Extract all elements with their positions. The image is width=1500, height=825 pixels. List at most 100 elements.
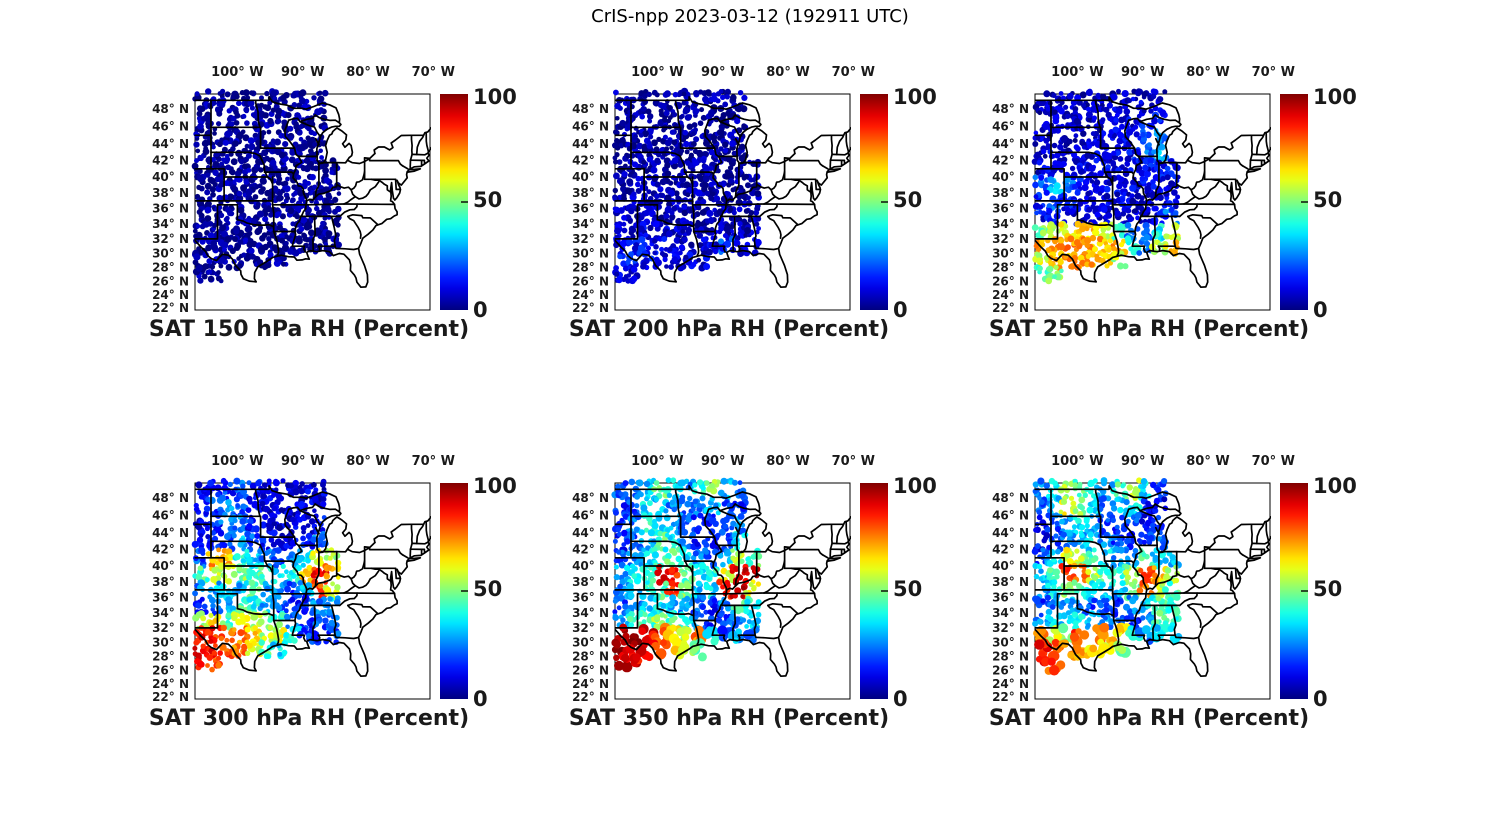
colorbar-tick-label: 0: [893, 687, 908, 711]
lat-tick-label: 38° N: [992, 575, 1029, 589]
colorbar-tick-label: 50: [473, 188, 502, 212]
lon-tick-label: 70° W: [1252, 65, 1295, 80]
map-frame: [194, 93, 431, 311]
lat-tick-label: 42° N: [992, 543, 1029, 557]
lat-tick-label: 28° N: [152, 650, 189, 664]
lon-tick-label: 80° W: [766, 454, 809, 469]
scatter-layer: [191, 477, 342, 673]
rh-map-panel: 100° W 90° W 80° W 70° W 48° N 46° N 44° N 42° …: [970, 438, 1360, 758]
lon-tick-label: 80° W: [766, 65, 809, 80]
panel-title: SAT 150 hPa RH (Percent): [148, 317, 470, 342]
us-state-boundaries: [194, 96, 431, 289]
panel-title: SAT 400 hPa RH (Percent): [988, 706, 1310, 731]
lat-tick-label: 46° N: [992, 120, 1029, 134]
lat-tick-label: 36° N: [152, 202, 189, 216]
lat-tick-label: 48° N: [572, 491, 609, 505]
lat-tick-label: 46° N: [572, 509, 609, 523]
rh-map-panel: 100° W 90° W 80° W 70° W 48° N 46° N 44° N 42° …: [550, 49, 940, 369]
lat-axis-labels: 48° N 46° N 44° N 42° N 40° N 38° N 36° N34° N…: [572, 102, 609, 315]
lat-tick-label: 44° N: [992, 526, 1029, 540]
colorbar: 100 50 0: [860, 85, 937, 322]
lat-tick-label: 22° N: [152, 690, 189, 704]
lat-tick-label: 46° N: [152, 120, 189, 134]
lat-tick-label: 32° N: [992, 621, 1029, 635]
lat-tick-label: 26° N: [152, 664, 189, 678]
colorbar-tick-label: 50: [893, 188, 922, 212]
lat-tick-label: 30° N: [572, 247, 609, 261]
lat-tick-label: 38° N: [152, 186, 189, 200]
lat-tick-label: 40° N: [992, 559, 1029, 573]
lat-tick-label: 38° N: [152, 575, 189, 589]
lat-tick-label: 46° N: [992, 509, 1029, 523]
lat-tick-label: 26° N: [992, 664, 1029, 678]
colorbar-tick-label: 50: [473, 577, 502, 601]
panel-title: SAT 200 hPa RH (Percent): [568, 317, 890, 342]
lon-axis-labels: 100° W 90° W 80° W 70° W: [631, 65, 875, 80]
lat-tick-label: 24° N: [572, 677, 609, 691]
colorbar-tick-label: 50: [893, 577, 922, 601]
lat-tick-label: 42° N: [992, 154, 1029, 168]
lat-tick-label: 48° N: [152, 491, 189, 505]
panel-title: SAT 300 hPa RH (Percent): [148, 706, 470, 731]
us-state-boundaries: [194, 485, 431, 678]
colorbar: 100 50 0: [440, 85, 517, 322]
scatter-layer: [1031, 477, 1183, 676]
lat-tick-label: 34° N: [572, 217, 609, 231]
lat-tick-label: 48° N: [992, 491, 1029, 505]
lat-tick-label: 28° N: [992, 261, 1029, 275]
lat-tick-label: 44° N: [152, 526, 189, 540]
lat-tick-label: 28° N: [152, 261, 189, 275]
lat-tick-label: 24° N: [572, 288, 609, 302]
rh-map-panel: 100° W 90° W 80° W 70° W 48° N 46° N 44° N 42° …: [970, 49, 1360, 369]
colorbar: 100 50 0: [1280, 474, 1357, 711]
colorbar-tick-label: 100: [473, 85, 517, 109]
colorbar-tick-label: 0: [473, 298, 488, 322]
lat-tick-label: 28° N: [992, 650, 1029, 664]
lat-tick-label: 46° N: [152, 509, 189, 523]
lat-axis-labels: 48° N 46° N 44° N 42° N 40° N 38° N 36° N34° N…: [992, 102, 1029, 315]
colorbar-tick-label: 0: [1313, 687, 1328, 711]
lat-tick-label: 36° N: [572, 591, 609, 605]
lon-tick-label: 90° W: [1121, 454, 1164, 469]
colorbar: 100 50 0: [440, 474, 517, 711]
lat-tick-label: 48° N: [572, 102, 609, 116]
lat-tick-label: 22° N: [572, 301, 609, 315]
lon-tick-label: 100° W: [1051, 454, 1104, 469]
lat-tick-label: 36° N: [992, 591, 1029, 605]
lat-tick-label: 44° N: [572, 137, 609, 151]
lon-tick-label: 100° W: [631, 454, 684, 469]
lat-tick-label: 26° N: [152, 275, 189, 289]
colorbar-tick-label: 100: [1313, 474, 1357, 498]
lon-tick-label: 100° W: [1051, 65, 1104, 80]
lat-tick-label: 48° N: [152, 102, 189, 116]
lon-tick-label: 90° W: [281, 65, 324, 80]
map-plot: 100° W 90° W 80° W 70° W 48° N 46° N 44° N 42° …: [152, 65, 517, 322]
lon-axis-labels: 100° W 90° W 80° W 70° W: [631, 454, 875, 469]
lat-tick-label: 24° N: [152, 288, 189, 302]
rh-map-panel: 100° W 90° W 80° W 70° W 48° N 46° N 44° N 42° …: [130, 49, 520, 369]
colorbar: 100 50 0: [1280, 85, 1357, 322]
lon-tick-label: 90° W: [281, 454, 324, 469]
lat-tick-label: 34° N: [152, 606, 189, 620]
lat-tick-label: 42° N: [152, 154, 189, 168]
lat-tick-label: 46° N: [572, 120, 609, 134]
lat-tick-label: 38° N: [572, 575, 609, 589]
lat-tick-label: 44° N: [152, 137, 189, 151]
us-state-boundaries: [1034, 96, 1271, 289]
lat-tick-label: 22° N: [572, 690, 609, 704]
lat-tick-label: 32° N: [992, 232, 1029, 246]
lat-tick-label: 22° N: [992, 301, 1029, 315]
lat-tick-label: 34° N: [572, 606, 609, 620]
lat-tick-label: 26° N: [992, 275, 1029, 289]
figure-title: CrIS-npp 2023-03-12 (192911 UTC): [591, 6, 909, 27]
lat-tick-label: 30° N: [572, 636, 609, 650]
lat-tick-label: 22° N: [152, 301, 189, 315]
map-plot: 100° W 90° W 80° W 70° W 48° N 46° N 44° N 42° …: [572, 65, 937, 322]
map-frame: [614, 93, 851, 311]
lat-tick-label: 34° N: [992, 606, 1029, 620]
lon-tick-label: 100° W: [631, 65, 684, 80]
lat-tick-label: 26° N: [572, 664, 609, 678]
lat-tick-label: 30° N: [992, 247, 1029, 261]
lat-tick-label: 42° N: [152, 543, 189, 557]
lon-tick-label: 100° W: [211, 65, 264, 80]
